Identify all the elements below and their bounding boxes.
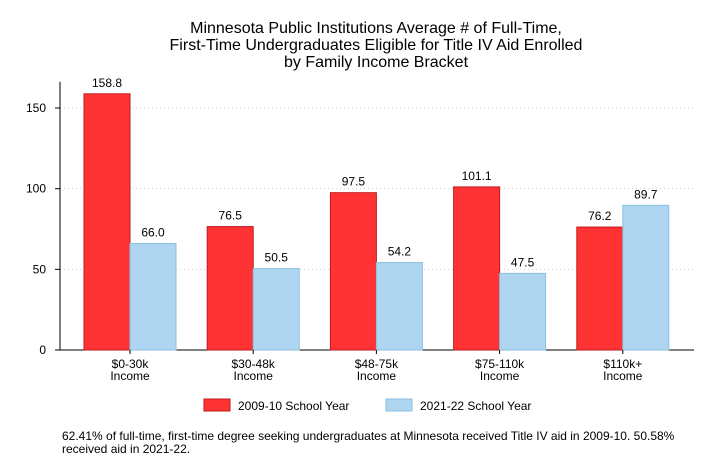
category-label: $110k+ [603,357,642,371]
bar-2021-22-1 [252,268,300,351]
footnote: 62.41% of full-time, first-time degree s… [62,429,675,456]
legend-swatch [203,398,231,412]
bar-2009-10-4 [576,226,624,351]
bar-2009-10-0 [83,93,131,351]
bar-2009-10-3 [453,186,501,351]
category-label: Income [603,369,643,383]
data-label: 66.0 [141,226,165,240]
y-tick-label: 150 [26,101,46,115]
bars [83,93,670,351]
data-label: 89.7 [634,187,658,201]
chart-title: Minnesota Public Institutions Average # … [170,20,583,71]
category-label: $0-30k [112,357,150,371]
data-label: 50.5 [265,251,289,265]
data-label: 101.1 [462,169,492,183]
bar-2021-22-4 [622,204,670,351]
category-label: $75-110k [475,357,525,371]
legend-swatch [385,398,413,412]
bar-2021-22-2 [375,262,423,351]
y-tick-label: 100 [26,182,46,196]
bar-2009-10-2 [329,192,377,351]
title-line-2: First-Time Undergraduates Eligible for T… [170,37,583,54]
legend: 2009-10 School Year 2021-22 School Year [203,398,531,413]
title-line-3: by Family Income Bracket [284,54,469,71]
category-label: Income [480,369,520,383]
bar-2021-22-0 [129,243,177,351]
data-labels: 158.8 76.5 97.5 101.1 76.2 66.0 50.5 54.2 47.5 89… [92,76,658,270]
data-label: 76.5 [219,209,243,223]
category-label: $30-48k [232,357,276,371]
category-label: Income [234,369,274,383]
y-tick-label: 0 [39,343,46,357]
x-axis-labels: $0-30kIncome$30-48kIncome$48-75kIncome$7… [110,350,643,383]
y-tick-label: 50 [33,262,47,276]
legend-label: 2009-10 School Year [238,399,349,413]
data-label: 97.5 [342,175,366,189]
legend-label: 2021-22 School Year [420,399,531,413]
bar-2009-10-1 [206,226,254,351]
category-label: $48-75k [355,357,399,371]
data-label: 47.5 [511,255,535,269]
data-label: 54.2 [388,245,412,259]
data-label: 158.8 [92,76,122,90]
bar-2021-22-3 [499,272,547,351]
category-label: Income [110,369,150,383]
category-label: Income [357,369,397,383]
data-label: 76.2 [588,209,612,223]
title-line-1: Minnesota Public Institutions Average # … [190,20,562,37]
